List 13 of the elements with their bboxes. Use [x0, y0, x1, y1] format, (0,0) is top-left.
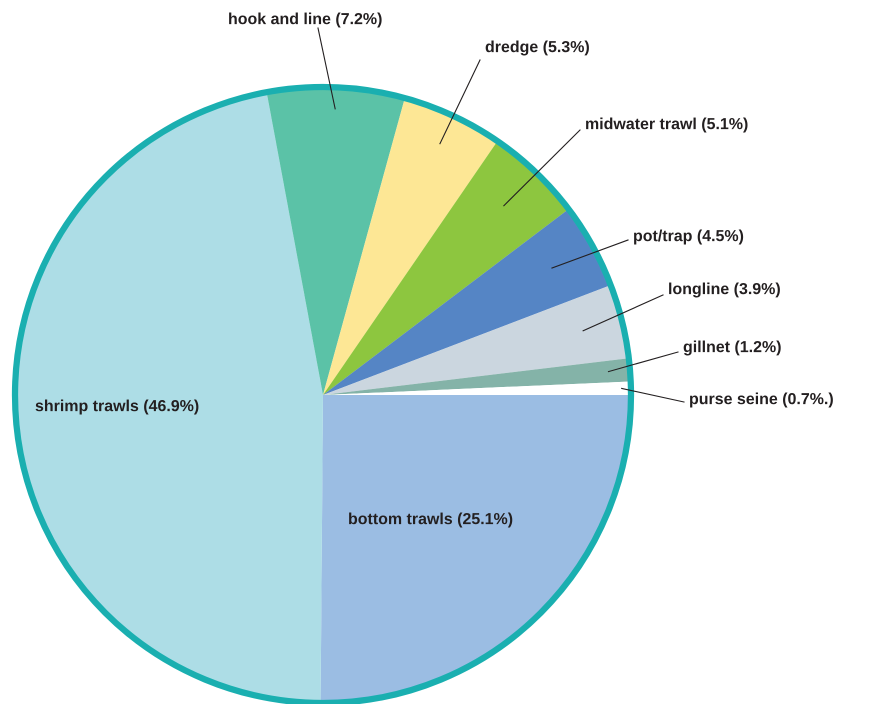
slice-label: pot/trap (4.5%): [634, 230, 744, 244]
pie-slice: [320, 395, 631, 703]
pie-slice: [323, 141, 569, 395]
slice-label: shrimp trawls (46.9%): [36, 400, 198, 414]
pie-slice: [266, 87, 405, 395]
slice-label: hook and line (7.2%): [229, 12, 382, 28]
slice-label: purse seine (0.7%.): [690, 392, 833, 408]
slice-label: gillnet (1.2%): [684, 340, 781, 356]
slice-label: midwater trawl (5.1%): [586, 118, 748, 132]
slice-label: longline (3.9%): [669, 282, 780, 298]
pie-slice: [323, 98, 498, 395]
slice-label: dredge (5.3%): [486, 40, 589, 56]
slice-label: bottom trawls (25.1%): [349, 512, 512, 528]
